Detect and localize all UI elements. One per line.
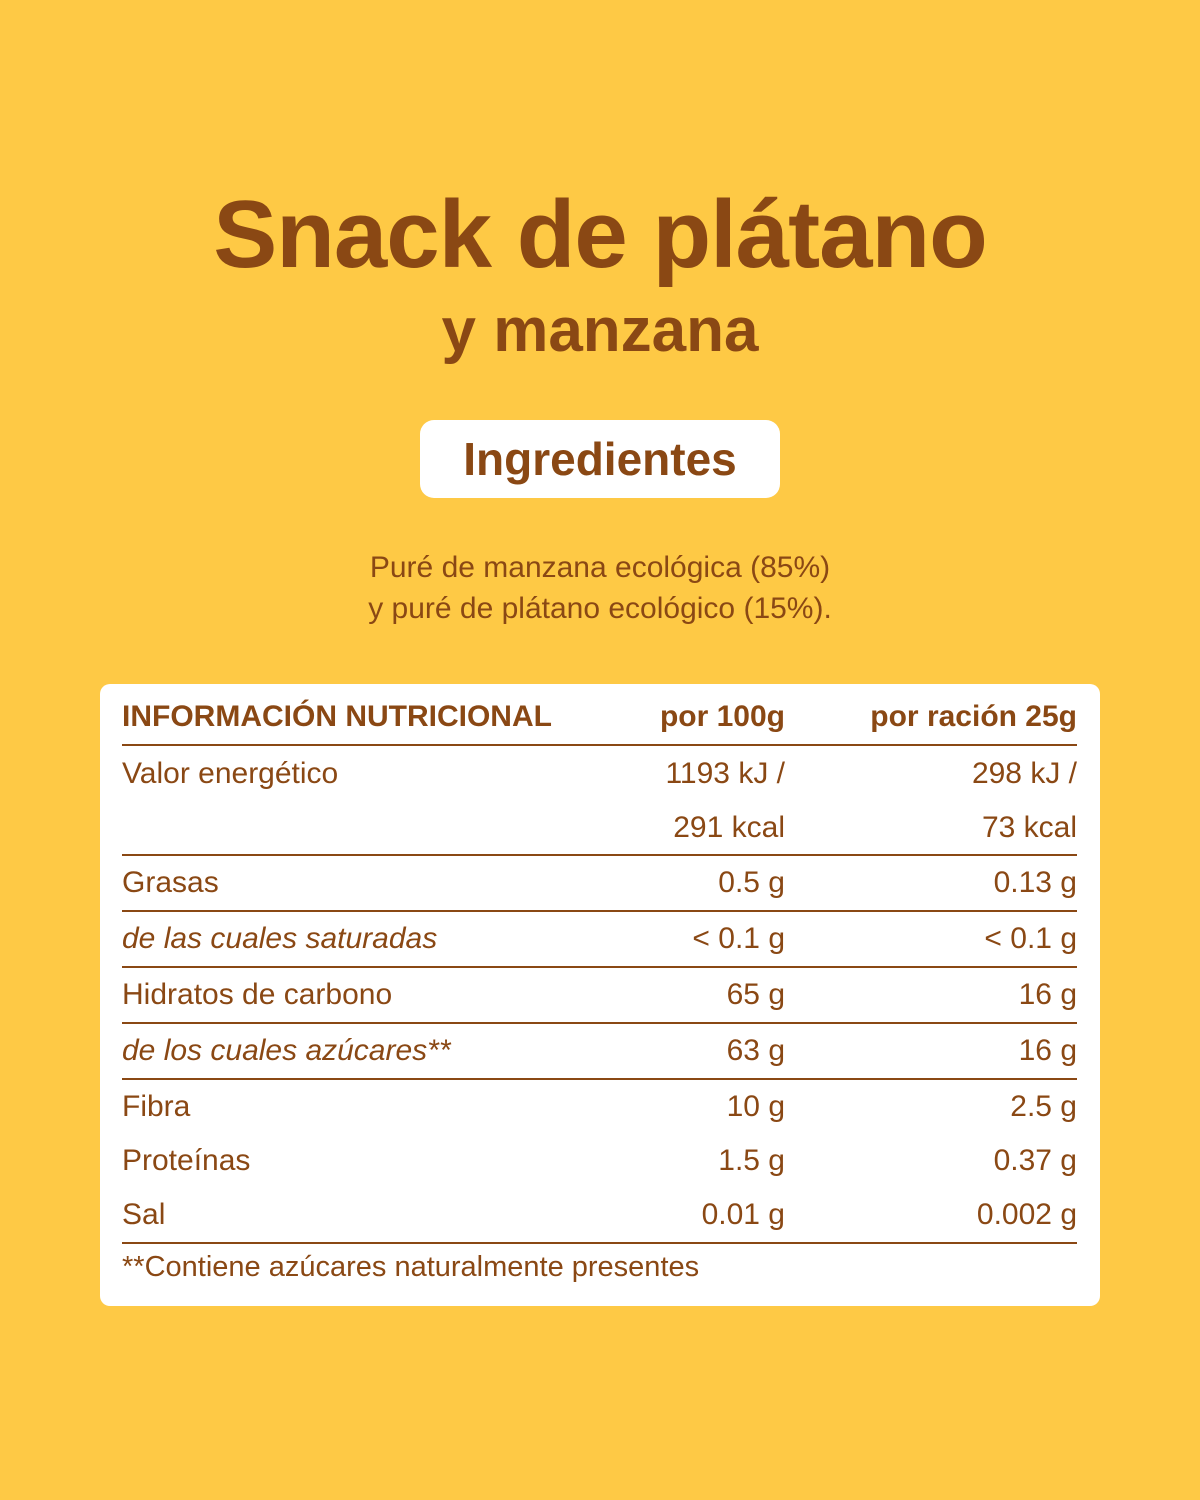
cell: 298 kJ / 73 kcal [785,745,1077,856]
row: Proteínas 1.5 g 0.37 g [122,1134,1077,1188]
row: de las cuales saturadas < 0.1 g < 0.1 g [122,911,1077,968]
row: de los cuales azúcares** 63 g 16 g [122,1023,1077,1080]
cell: < 0.1 g [785,911,1077,968]
row: Grasas 0.5 g 0.13 g [122,855,1077,912]
nutrition-table: INFORMACIÓN NUTRICIONAL por 100g por rac… [122,700,1077,1244]
header-cell: por ración 25g [785,700,1077,746]
ingredients-heading: Ingredientes [420,420,780,498]
value: 298 kJ / [971,757,1077,790]
ingredients-line: y puré de plátano ecológico (15%). [368,592,832,625]
cell: 65 g [587,967,785,1024]
cell: 0.37 g [993,1144,1077,1177]
subtitle: y manzana [441,296,759,365]
row: Fibra 10 g 2.5 g [122,1079,1077,1134]
row: Valor energético 1193 kJ / 291 kcal 298 k… [122,745,1077,856]
cell: de las cuales saturadas [122,911,587,968]
cell: Valor energético [122,745,587,856]
cell: 1.5 g [718,1144,785,1177]
cell: 63 g [587,1023,785,1080]
cell: Grasas [122,855,587,912]
cell: 1193 kJ / 291 kcal [587,745,785,856]
cell: 0.01 g [587,1188,785,1244]
cell: 0.002 g [785,1188,1077,1244]
cell: 0.13 g [785,855,1077,912]
cell: Hidratos de carbono [122,967,587,1024]
cell: 2.5 g [1010,1090,1077,1123]
label: Valor energético [122,757,339,790]
row: Hidratos de carbono 65 g 16 g [122,967,1077,1024]
value: 291 kcal [673,811,785,844]
cell: de los cuales azúcares** [122,1023,587,1080]
cell: Proteínas [122,1144,251,1177]
footnote: **Contiene azúcares naturalmente present… [122,1251,700,1283]
header-cell: INFORMACIÓN NUTRICIONAL [122,700,587,746]
value: 73 kcal [981,811,1077,844]
cell: 16 g [785,967,1077,1024]
title: Snack de plátano [213,181,988,288]
cell: 10 g [726,1090,785,1123]
cell: < 0.1 g [587,911,785,968]
header-row: INFORMACIÓN NUTRICIONAL por 100g por rac… [122,700,1077,746]
cell: 0.5 g [587,855,785,912]
cell: 16 g [785,1023,1077,1080]
cell: Sal [122,1188,587,1244]
header-cell: por 100g [587,700,785,746]
cell: Fibra [122,1090,191,1123]
value: 1193 kJ / [665,757,785,790]
ingredients-line: Puré de manzana ecológica (85%) [369,551,831,584]
row: Sal 0.01 g 0.002 g [122,1188,1077,1244]
